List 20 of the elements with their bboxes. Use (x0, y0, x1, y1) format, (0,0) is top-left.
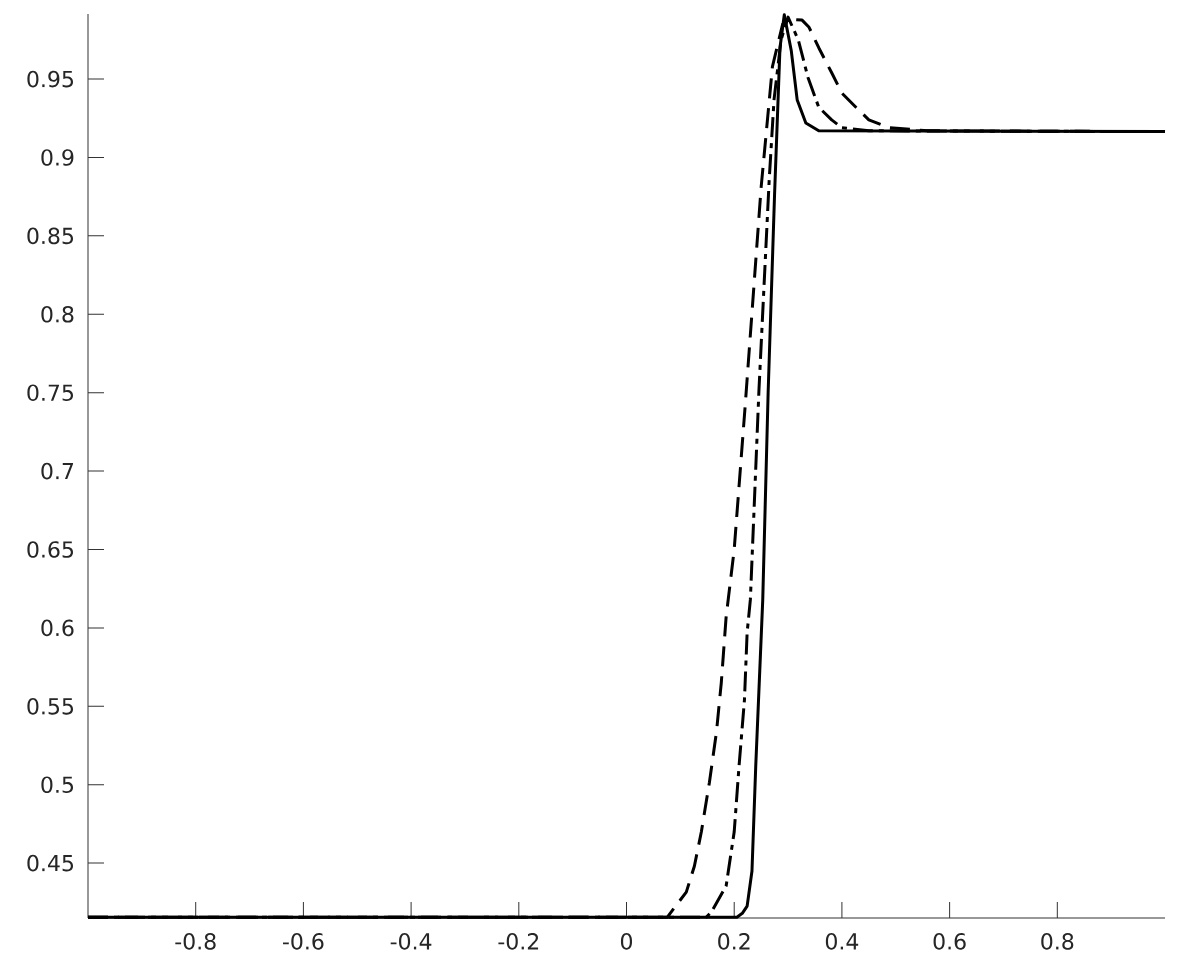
y-tick-label: 0.8 (41, 305, 74, 323)
y-tick-label: 0.75 (27, 384, 73, 401)
y-tick-label: 0.95 (27, 70, 73, 88)
y-tick-label: 0.65 (27, 541, 73, 558)
y-tick-label: 0.7 (41, 462, 74, 480)
y-tick-label: 0.55 (27, 698, 73, 715)
y-tick-label: 0.6 (41, 619, 74, 637)
y-tick-label: 0.45 (27, 854, 73, 872)
y-tick-label: 0.85 (27, 227, 73, 245)
x-tick-label: 0 (620, 933, 633, 950)
x-tick-label: -0.4 (390, 933, 432, 950)
x-tick-label: -0.2 (498, 933, 539, 950)
x-tick-label: -0.8 (175, 933, 216, 950)
x-tick-label: -0.6 (283, 933, 324, 950)
y-tick-label: 0.5 (41, 776, 74, 794)
x-tick-label: 0.6 (933, 933, 966, 950)
x-tick-label: 0.2 (718, 933, 750, 950)
x-tick-label: 0.4 (825, 933, 859, 950)
x-tick-label: 0.8 (1041, 933, 1074, 950)
y-tick-label: 0.9 (41, 149, 74, 166)
